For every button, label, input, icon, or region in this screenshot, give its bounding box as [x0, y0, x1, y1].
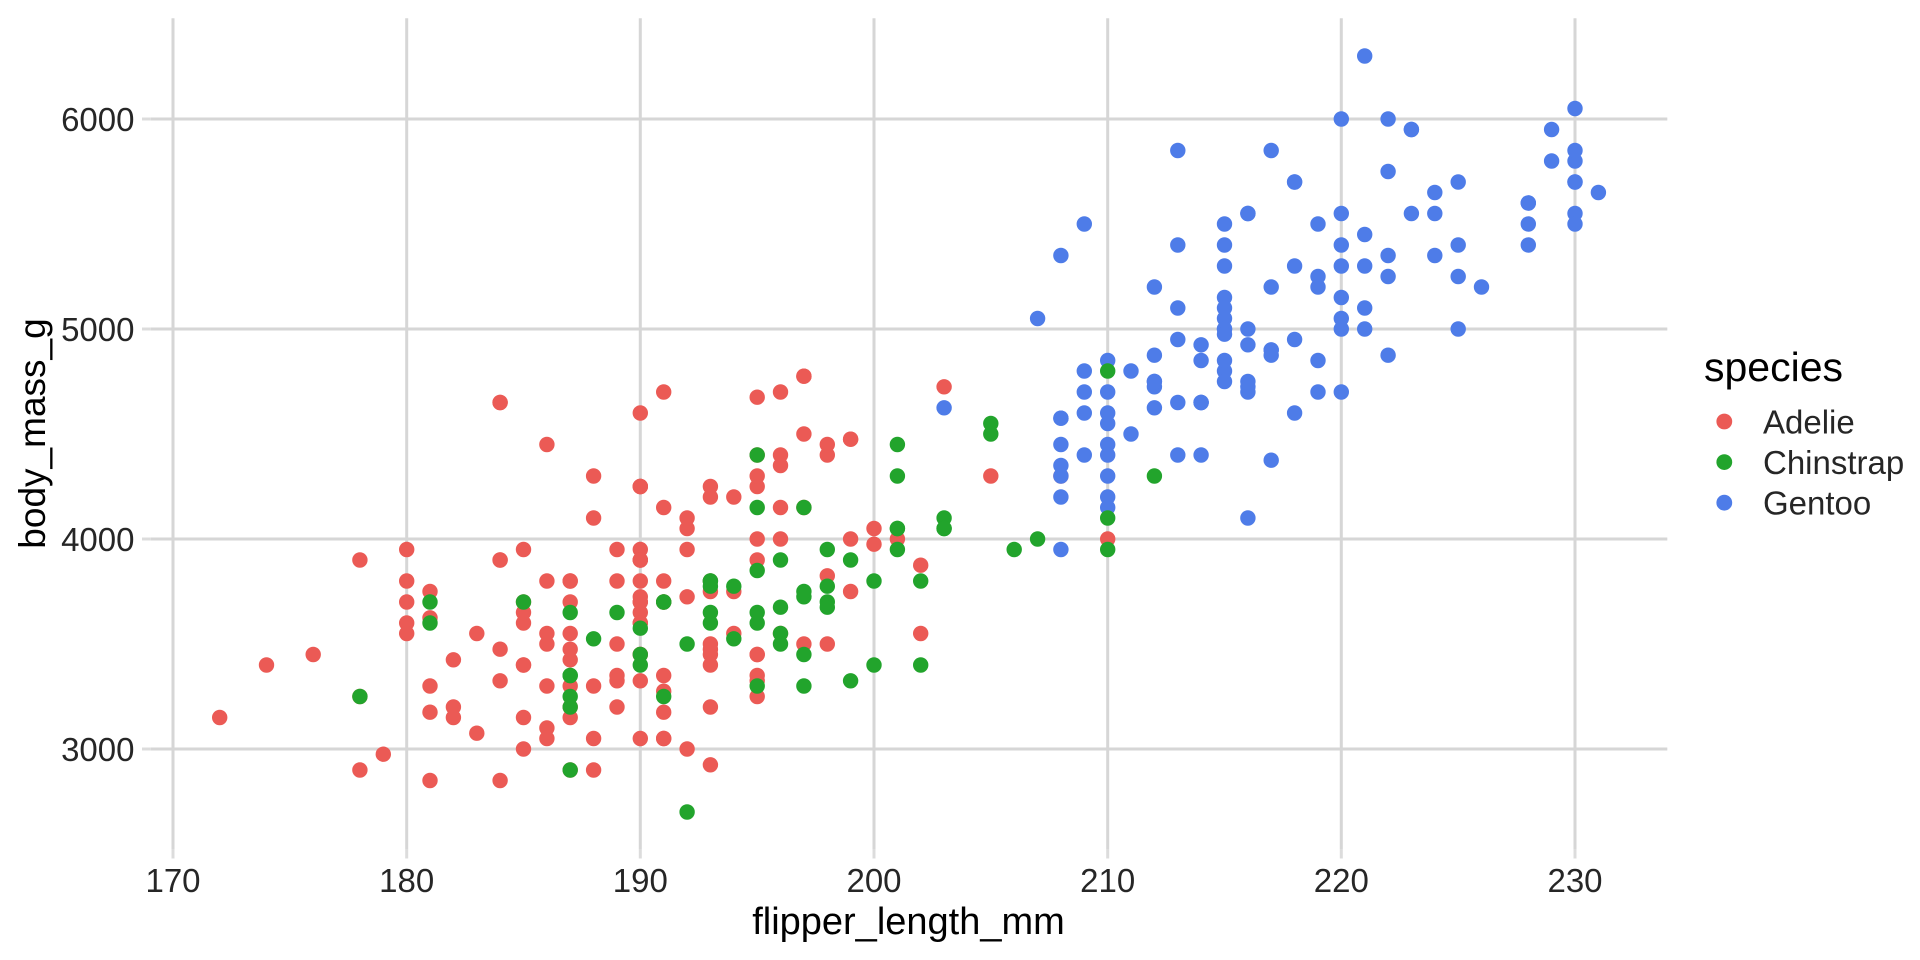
svg-text:180: 180	[379, 862, 434, 899]
svg-text:species: species	[1704, 344, 1843, 390]
svg-text:210: 210	[1080, 862, 1135, 899]
svg-text:190: 190	[613, 862, 668, 899]
svg-text:230: 230	[1547, 862, 1602, 899]
svg-text:Adelie: Adelie	[1763, 404, 1855, 441]
svg-text:220: 220	[1314, 862, 1369, 899]
svg-text:body_mass_g: body_mass_g	[12, 318, 53, 548]
svg-text:4000: 4000	[61, 521, 134, 558]
svg-text:200: 200	[846, 862, 901, 899]
svg-text:Chinstrap: Chinstrap	[1763, 444, 1904, 481]
svg-text:Gentoo: Gentoo	[1763, 485, 1871, 522]
svg-text:3000: 3000	[61, 731, 134, 768]
svg-text:170: 170	[145, 862, 200, 899]
svg-text:5000: 5000	[61, 311, 134, 348]
svg-text:6000: 6000	[61, 101, 134, 138]
svg-text:flipper_length_mm: flipper_length_mm	[752, 901, 1065, 943]
